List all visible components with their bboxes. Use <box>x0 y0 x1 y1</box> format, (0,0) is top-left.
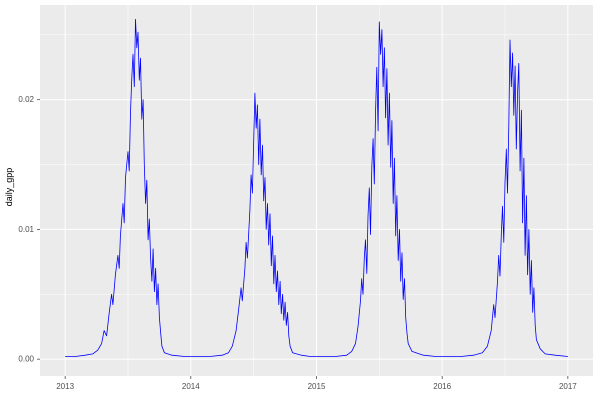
x-tick-label: 2013 <box>56 382 74 391</box>
x-tick-label: 2016 <box>433 382 451 391</box>
axis-ticks <box>37 99 569 379</box>
y-tick-labels: 0.00 0.01 0.02 <box>18 95 34 363</box>
grid-major <box>40 5 593 376</box>
x-tick-labels: 2013 2014 2015 2016 2017 <box>56 382 577 391</box>
x-tick-label: 2015 <box>308 382 326 391</box>
y-tick-label: 0.02 <box>18 95 34 104</box>
series-line-daily-gpp <box>65 18 568 357</box>
x-tick-label: 2014 <box>182 382 200 391</box>
x-tick-label: 2017 <box>559 382 577 391</box>
y-tick-label: 0.01 <box>18 225 34 234</box>
y-tick-label: 0.00 <box>18 355 34 364</box>
